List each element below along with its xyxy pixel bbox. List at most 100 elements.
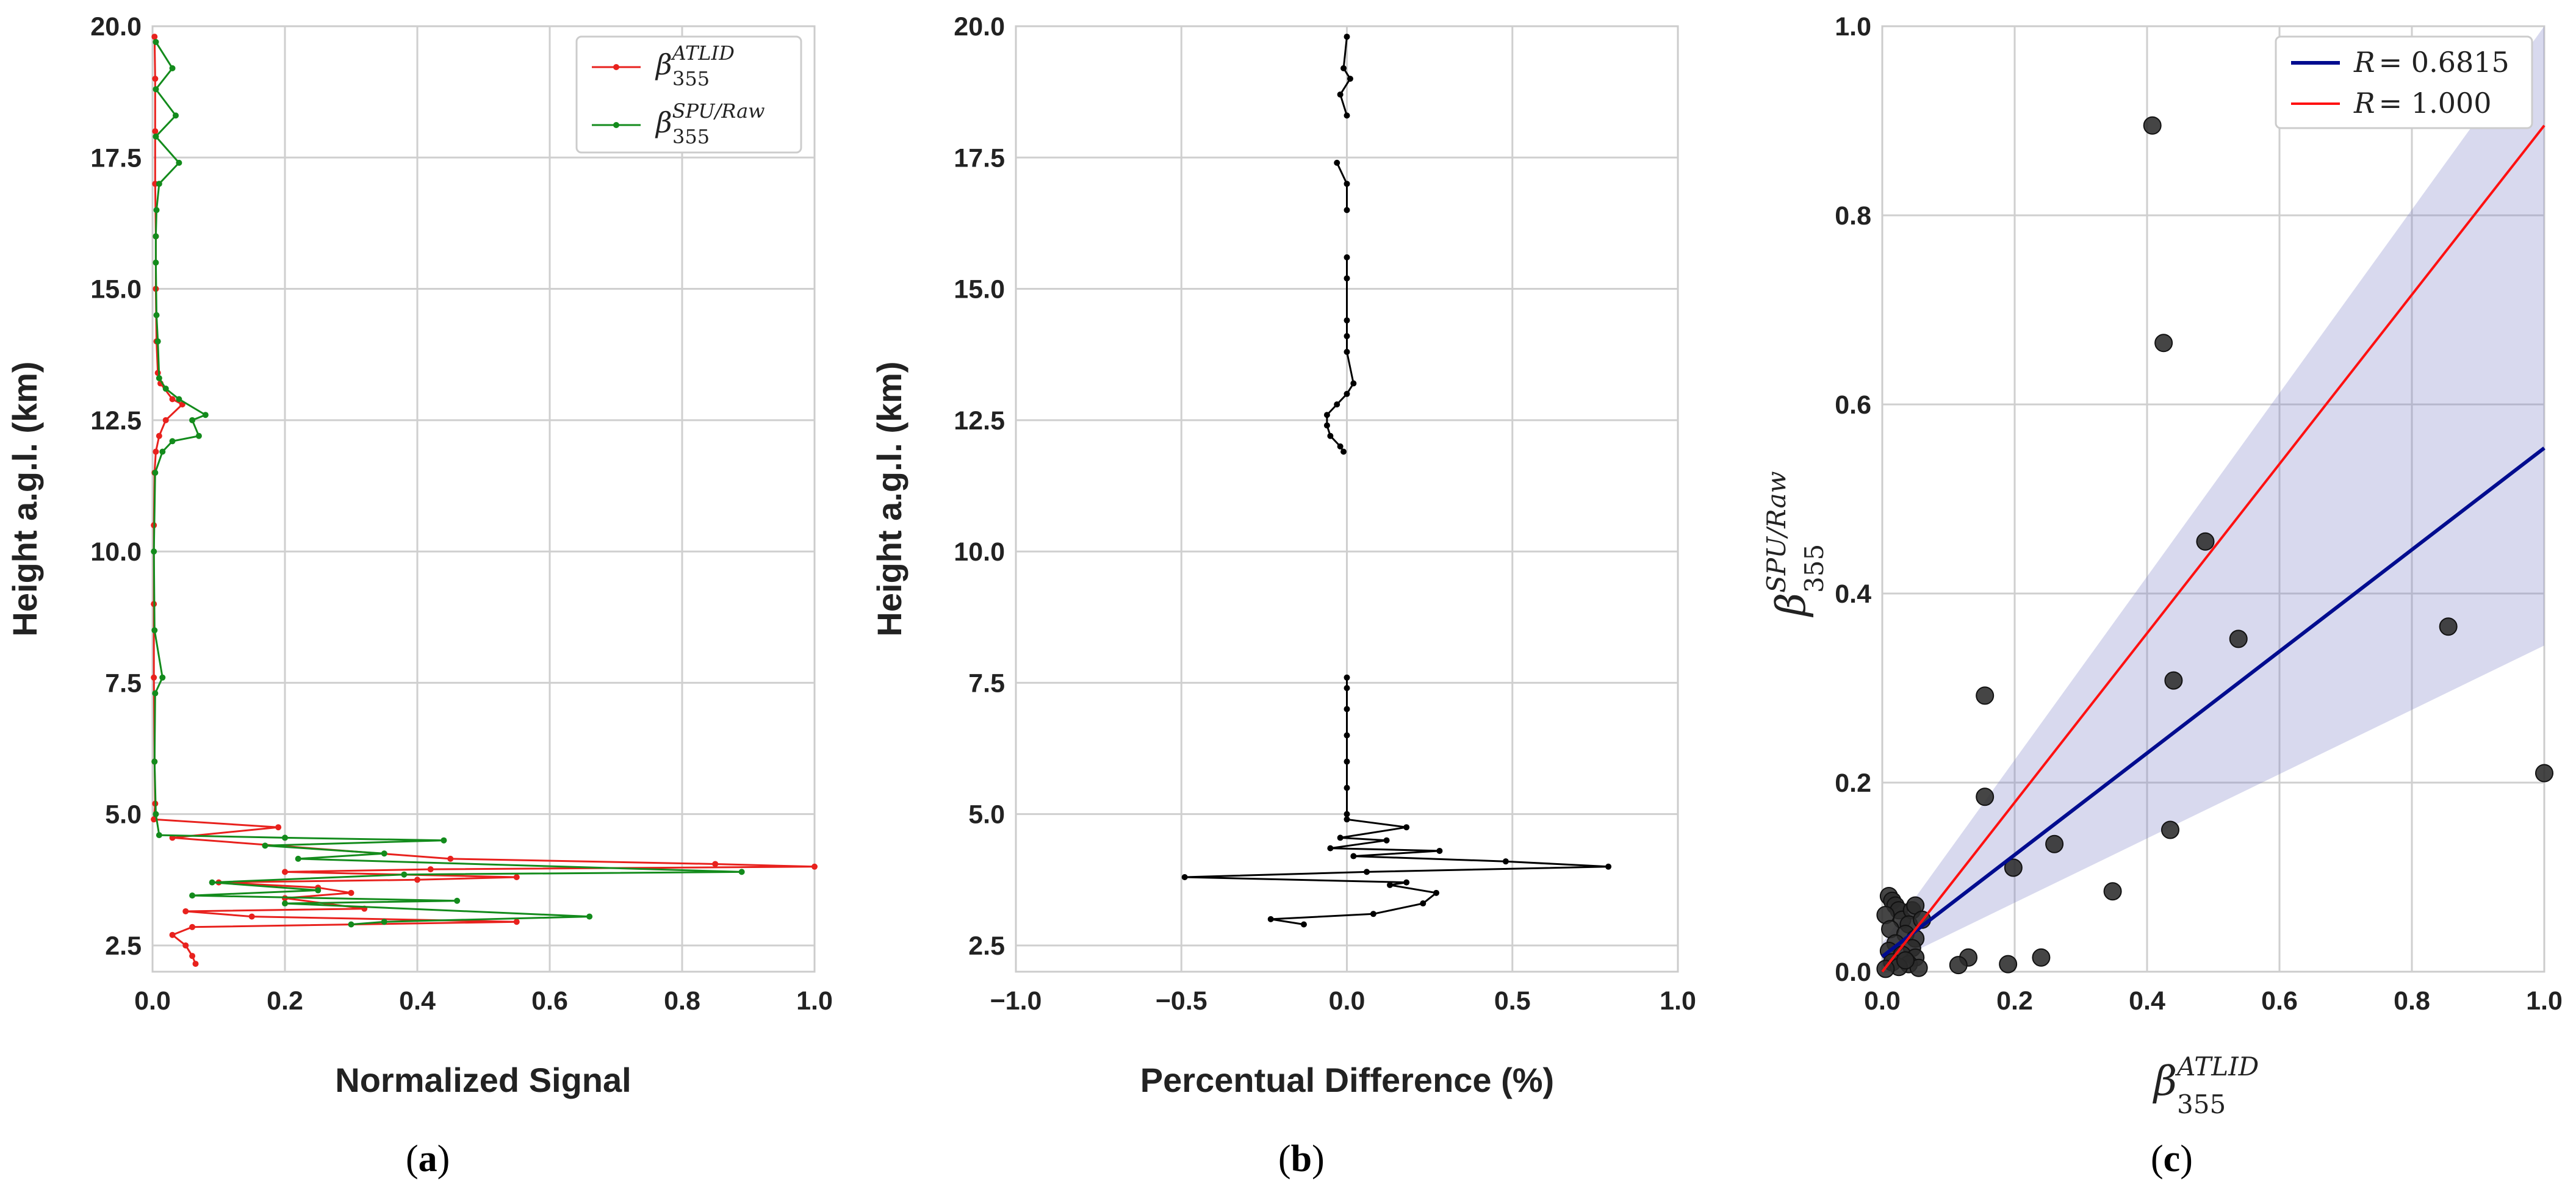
panel-a-series-point xyxy=(153,38,159,45)
panel-a-series-point xyxy=(414,877,420,883)
panel-b-series-point xyxy=(1344,333,1350,340)
panel-b-series-point xyxy=(1344,112,1350,119)
panel-b-series-point xyxy=(1344,348,1350,355)
panel-c-scatter-point xyxy=(2103,882,2122,901)
panel-c-scatter-point xyxy=(2229,629,2248,648)
panel-b-series-point xyxy=(1337,834,1344,841)
panel-b-series-point xyxy=(1344,34,1350,40)
panel-c-ytick-label: 0.6 xyxy=(1835,390,1871,420)
panel-b-xtick-label: 0.5 xyxy=(1494,986,1531,1016)
panel-b-series-point xyxy=(1605,863,1612,870)
panel-a-series-point xyxy=(348,921,354,928)
panel-a-series-point xyxy=(348,889,354,896)
panel-a-series-point xyxy=(586,913,593,920)
panel-a-series-point xyxy=(156,432,162,439)
panel-a-series-point xyxy=(156,375,162,381)
panel-a-series-point xyxy=(262,842,268,849)
panel-a-series-point xyxy=(282,900,288,907)
panel-c-fit-line xyxy=(1881,447,2545,958)
panel-a-series-point xyxy=(169,931,176,938)
panel-a-series-point xyxy=(151,548,157,555)
panel-a-series-point xyxy=(176,396,182,403)
panel-b-xlabel: Percentual Difference (%) xyxy=(1140,1061,1554,1099)
panel-b-xtick-label: −1.0 xyxy=(990,986,1042,1016)
panel-a-series-point xyxy=(169,438,176,445)
panel-b-series-point xyxy=(1344,784,1350,791)
panel-a-series-point xyxy=(248,913,255,920)
panel-a-series-point xyxy=(189,417,196,423)
panel-c-scatter-point xyxy=(2439,617,2458,636)
panel-a-series-point xyxy=(295,855,301,862)
panel-b-ytick-label: 7.5 xyxy=(968,669,1005,698)
panel-a-series-point xyxy=(159,674,166,681)
panel-a-series-point xyxy=(195,432,202,439)
panel-c-xtick-label: 1.0 xyxy=(2526,986,2563,1016)
legend-one-to-one-label: R = 1.000 xyxy=(2353,87,2492,120)
panel-b-xtick-label: 0.0 xyxy=(1329,986,1365,1016)
panel-c-ytick-label: 0.4 xyxy=(1835,579,1871,609)
panel-c-caption: (c) xyxy=(2151,1138,2193,1180)
legend-atlid-label: βATLID 355 xyxy=(655,41,735,90)
panel-a-series-point xyxy=(315,887,322,894)
panel-c-scatter-point xyxy=(1976,686,1995,705)
panel-b-series-point xyxy=(1403,824,1410,831)
panel-a-series-point xyxy=(282,834,288,841)
panel-a-ytick-label: 20.0 xyxy=(90,12,142,41)
panel-c-scatter-point xyxy=(2154,334,2173,353)
panel-c-one_to_one-line xyxy=(1881,124,2545,973)
panel-a: 0.0 0.2 0.4 0.6 0.8 1.0 2.5 5.0 7.5 10.0 12.5 15.0 1… xyxy=(5,12,833,1180)
panel-a-ytick-label: 5.0 xyxy=(105,800,142,830)
panel-a-series-point xyxy=(151,816,157,823)
panel-c-scatter-point xyxy=(2143,116,2162,135)
panel-a-series-point xyxy=(169,396,176,403)
panel-a-series-point xyxy=(153,233,159,240)
panel-a-series-point xyxy=(153,259,159,266)
panel-c-scatter-point xyxy=(2196,532,2215,551)
panel-c-ylabel: βSPU/Raw 355 xyxy=(1761,471,1829,618)
panel-a-series-point xyxy=(169,65,176,71)
panel-c-xtick-label: 0.8 xyxy=(2394,986,2430,1016)
panel-c-xtick-label: 0.4 xyxy=(2129,986,2165,1016)
panel-a-ytick-label: 7.5 xyxy=(105,669,142,698)
panel-a-series-point xyxy=(172,112,179,119)
panel-b-ytick-label: 10.0 xyxy=(954,537,1005,567)
panel-a-ytick-label: 15.0 xyxy=(90,275,142,304)
panel-c-ytick-label: 1.0 xyxy=(1835,12,1871,41)
panel-b-series-point xyxy=(1403,879,1410,886)
panel-b-ytick-label: 12.5 xyxy=(954,406,1005,436)
panel-a-series-point xyxy=(152,690,159,697)
panel-b-series-point xyxy=(1344,811,1350,817)
panel-b-series-point xyxy=(1387,881,1394,888)
panel-b-series-point xyxy=(1344,390,1350,397)
panel-b-series-point xyxy=(1383,837,1390,844)
panel-a-series-point xyxy=(152,76,159,82)
panel-a-series-point xyxy=(447,855,454,862)
panel-b-series-point xyxy=(1344,181,1350,187)
panel-a-series-point xyxy=(159,448,166,455)
panel-a-series-point xyxy=(738,869,745,875)
panel-b-series-point xyxy=(1344,674,1350,681)
panel-a-series-point xyxy=(152,469,159,476)
panel-b-caption: (b) xyxy=(1278,1138,1325,1180)
panel-b-series-point xyxy=(1334,159,1340,166)
panel-a-series-point xyxy=(182,942,189,949)
panel-b-ytick-label: 17.5 xyxy=(954,143,1005,173)
panel-b-series-point xyxy=(1267,916,1274,922)
panel-c-scatter-point xyxy=(1976,787,1995,806)
panel-c-scatter-point xyxy=(2164,671,2183,690)
panel-a-xlabel: Normalized Signal xyxy=(335,1061,631,1099)
panel-a-series-point xyxy=(151,627,158,634)
panel-a-series-point xyxy=(712,861,719,867)
panel-b-series-point xyxy=(1344,207,1350,213)
panel-a-series-point xyxy=(192,961,199,967)
panel-b-ytick-label: 20.0 xyxy=(954,12,1005,41)
panel-b-series-point xyxy=(1344,816,1350,823)
panel-c-scatter-point xyxy=(2032,948,2051,967)
panel-a-series-point xyxy=(189,953,196,959)
panel-a-series-point xyxy=(513,874,520,880)
panel-b-series-point xyxy=(1350,380,1357,387)
panel-b-series-point xyxy=(1344,685,1350,691)
panel-a-series-point xyxy=(153,811,159,817)
panel-a-series-point xyxy=(381,850,387,857)
panel-b-series-point xyxy=(1327,432,1334,439)
